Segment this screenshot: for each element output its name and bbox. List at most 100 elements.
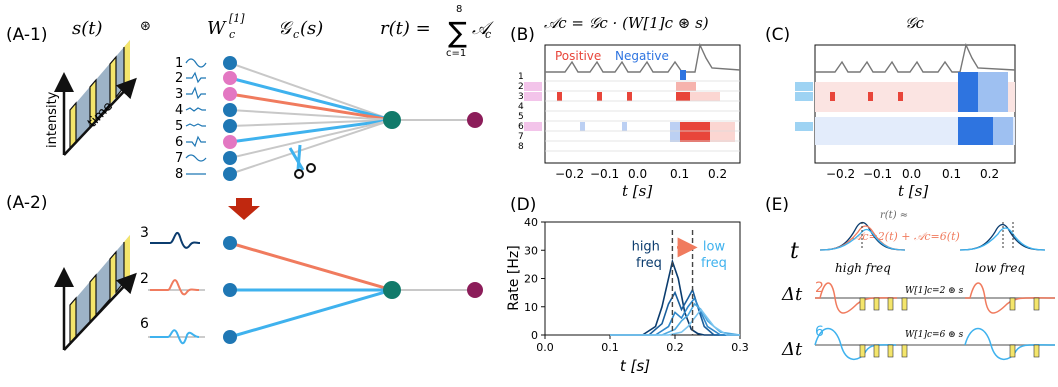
row-label: 7 [518,132,524,142]
stimulus-trace [545,42,741,73]
x-tick: −0.1 [590,167,619,181]
stimulus-illustration-a2 [54,235,137,351]
series-line [610,296,740,336]
panel-c-heatmap [814,42,1016,164]
legend-positive: Positive [555,49,601,63]
sum-text: 𝒜c=2(t) + 𝒜c=6(t) [852,230,960,243]
channel-node [223,119,237,133]
row-2-label: 2 [815,280,824,296]
label-b: (B) [510,25,535,45]
channel-node [223,103,237,117]
readout-lhs: r(t) = [380,18,431,39]
channel-label: 4 [175,103,183,118]
connections-a2 [229,241,475,339]
channel-node [223,135,237,149]
conv-symbol: ⊛ [140,19,151,34]
low-label: low freq [975,261,1025,275]
label-d: (D) [510,195,536,215]
x-axis-label: t [s] [620,357,650,375]
panel-d-chart: 0.0 0.1 0.2 0.3 0 10 20 30 40 t [s] Rate [Hz] high f… [506,216,749,375]
row-label: 5 [518,112,524,122]
gate-label: 𝒢 [278,18,294,39]
x-tick: 0.2 [708,167,727,181]
sum-sigma: ∑ [448,16,467,49]
gate-sub: c [293,28,299,41]
output-node [467,282,483,298]
row-label: 8 [518,142,524,152]
dt-label: Δt [781,339,803,360]
filter-glyph [186,71,206,84]
sum-top: 8 [456,4,462,15]
channel-label: 2 [175,71,183,86]
down-arrow-icon [228,198,260,220]
x-tick: −0.1 [863,167,892,181]
filter-glyph [186,86,206,100]
readout-sub: c [485,28,491,41]
label-a1: (A-1) [6,25,47,45]
intensity-label: intensity [45,91,60,148]
connections-a1 [229,62,475,175]
channel-node [223,71,237,85]
legend-negative: Negative [615,49,669,63]
channel-node [223,236,237,250]
x-tick-label: 0.1 [601,341,619,354]
filter-glyph [185,107,206,112]
filter-6-curve [150,329,200,345]
channel-node [223,151,237,165]
channel-label: 1 [175,56,183,71]
y-tick-label: 20 [524,273,538,286]
w6-label: W[1]c=6 ⊛ s [905,330,964,340]
panel-e: t r(t) ≈ 𝒜c=2(t) + 𝒜c=6(t) high freq low… [781,210,1056,360]
w2-label: W[1]c=2 ⊛ s [905,286,964,296]
channel-node [223,87,237,101]
panel-c-title: 𝒢c [905,14,925,32]
x-tick: 0.1 [942,167,961,181]
panel-b-title: 𝒜c = 𝒢c · (W[1]c ⊛ s) [544,14,709,32]
label-c: (C) [765,25,790,45]
filter-glyph [185,123,206,127]
sum-bottom: c=1 [446,48,466,59]
series-line [610,287,740,336]
readout-formula: r(t) = 8 ∑ c=1 𝒜 c [380,4,494,59]
filters-a2: 3 2 6 [140,225,205,345]
panel-c-xaxis: −0.2 −0.1 0.0 0.1 0.2 t [s] [826,167,999,200]
label-a2: (A-2) [6,193,47,213]
channel-node [223,56,237,70]
t-label: t [790,239,799,264]
y-tick-label: 0 [531,329,538,342]
filter-header: W [1] c [207,12,245,41]
channel-label: 3 [140,225,149,241]
channel-label: 3 [175,87,183,102]
row-label: 6 [518,122,524,132]
sum-node [383,111,401,129]
x-tick: 0.0 [628,167,647,181]
y-axis-label: Rate [Hz] [506,245,522,310]
channel-label: 5 [175,119,183,134]
approx-label: r(t) ≈ [880,210,908,221]
nodes-a1 [223,56,483,181]
readout-term: 𝒜 [472,18,494,39]
filter-glyph [185,58,207,68]
annotation-label: freq [701,256,727,271]
series-line [610,308,740,336]
y-tick-label: 40 [524,216,538,229]
channel-label: 7 [175,151,183,166]
output-node [467,112,483,128]
row-6-label: 6 [815,324,824,340]
nodes-a2 [223,236,483,344]
s-t-label: s(t) [72,18,103,39]
gate-header: 𝒢 c (s) [278,18,323,41]
annotation-label: high [632,239,660,254]
stimulus-illustration-a1: intensity time [45,40,137,156]
row-label: 2 [518,82,524,92]
filter-glyph [185,154,207,162]
panel-c-rowmarks [795,82,813,131]
x-tick: 0.2 [980,167,999,181]
series-line [610,258,740,336]
y-tick-label: 30 [524,244,538,257]
filter-sup: [1] [229,12,245,25]
channel-node [223,167,237,181]
x-tick: 0.0 [902,167,921,181]
annotation-label: low [703,239,726,254]
row-label: 1 [518,72,524,82]
